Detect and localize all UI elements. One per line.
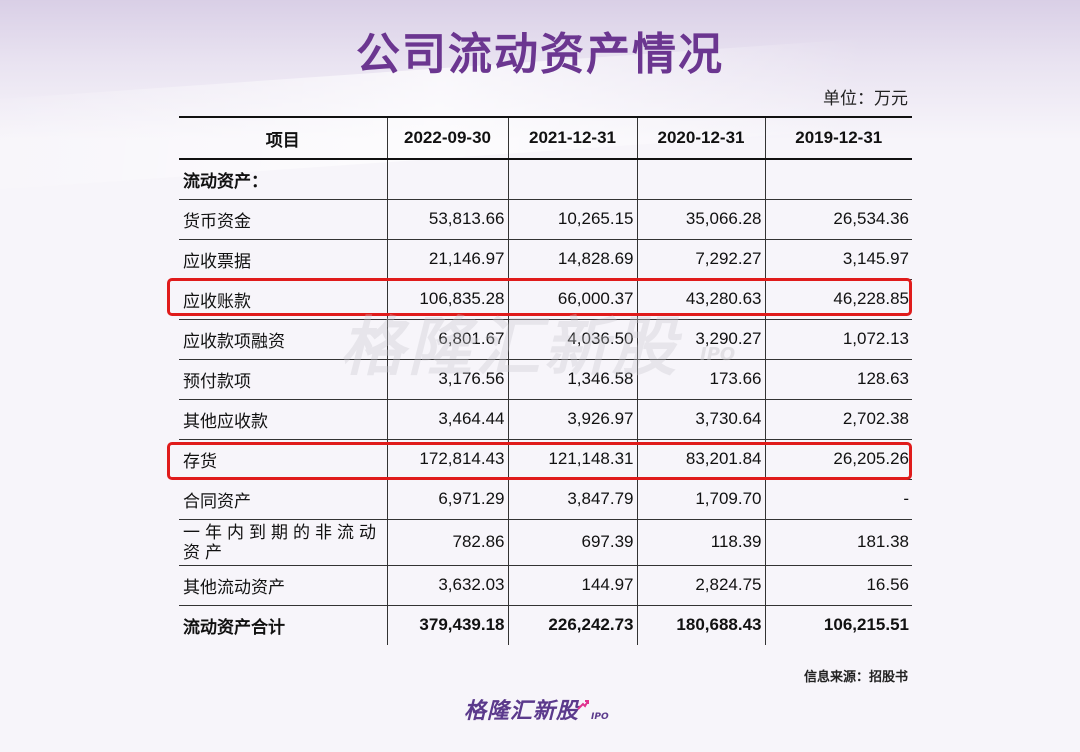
- cell-value: 26,205.26: [764, 439, 912, 480]
- table-header-row: 项目 2022-09-30 2021-12-31 2020-12-31 2019…: [179, 116, 912, 160]
- cell-value: 26,534.36: [764, 199, 912, 240]
- cell-value: 181.38: [764, 519, 912, 566]
- header-2020-12-31: 2020-12-31: [636, 116, 765, 160]
- cell-value: 180,688.43: [636, 605, 765, 645]
- logo-sub: IPO: [591, 712, 609, 722]
- cell-value: 3,632.03: [386, 565, 508, 606]
- table-row-noncurrent-due-within-year: 一年内到期的非流动资产 782.86 697.39 118.39 181.38: [179, 519, 912, 566]
- cell-value: 3,464.44: [386, 399, 508, 440]
- table-row-contract-assets: 合同资产 6,971.29 3,847.79 1,709.70 -: [179, 479, 912, 520]
- header-item: 项目: [179, 116, 387, 160]
- trend-arrow-icon: [577, 700, 590, 710]
- cell-value: 3,926.97: [507, 399, 637, 440]
- cell-value: 1,709.70: [636, 479, 765, 520]
- source-note: 信息来源：招股书: [803, 670, 908, 685]
- row-label: 流动资产合计: [183, 617, 285, 638]
- logo-text: 格隆汇新股: [464, 699, 580, 724]
- table-row-section-current-assets: 流动资产：: [179, 159, 912, 200]
- cell-value: 21,146.97: [386, 239, 508, 280]
- cell-value: 16.56: [764, 565, 912, 606]
- cell-value: 66,000.37: [507, 279, 637, 320]
- table-row-other-receivables: 其他应收款 3,464.44 3,926.97 3,730.64 2,702.3…: [179, 399, 912, 440]
- cell-value: [636, 159, 765, 200]
- cell-value: 121,148.31: [507, 439, 637, 480]
- page-title: 公司流动资产情况: [356, 29, 724, 80]
- cell-value: 697.39: [507, 519, 637, 566]
- row-label: 其他应收款: [179, 399, 387, 440]
- table-row-accounts-receivable: 应收账款 106,835.28 66,000.37 43,280.63 46,2…: [179, 279, 912, 320]
- cell-value: 379,439.18: [386, 605, 508, 645]
- row-label: 一年内到期的非流动资产: [179, 519, 387, 566]
- header-2022-09-30: 2022-09-30: [386, 116, 508, 160]
- cell-value: 3,176.56: [386, 359, 508, 400]
- row-label: 合同资产: [179, 479, 387, 520]
- cell-value: 46,228.85: [764, 279, 912, 320]
- cell-value: 10,265.15: [507, 199, 637, 240]
- cell-value: 226,242.73: [507, 605, 637, 645]
- current-assets-table: 项目 2022-09-30 2021-12-31 2020-12-31 2019…: [179, 116, 912, 645]
- cell-value: 3,145.97: [764, 239, 912, 280]
- table-row-prepayments: 预付款项 3,176.56 1,346.58 173.66 128.63: [179, 359, 912, 400]
- unit-label: 单位：万元: [823, 89, 908, 109]
- brand-logo: 格隆汇新股 IPO: [464, 693, 609, 725]
- cell-value: 172,814.43: [386, 439, 508, 480]
- cell-value: 7,292.27: [636, 239, 765, 280]
- cell-value: -: [764, 479, 912, 520]
- row-label: 流动资产：: [179, 159, 387, 200]
- highlight-box-accounts-receivable: [167, 278, 912, 316]
- cell-value: 43,280.63: [636, 279, 765, 320]
- cell-value: 3,847.79: [507, 479, 637, 520]
- table-row-notes-receivable: 应收票据 21,146.97 14,828.69 7,292.27 3,145.…: [179, 239, 912, 280]
- cell-value: [386, 159, 508, 200]
- header-2021-12-31: 2021-12-31: [507, 116, 637, 160]
- cell-value: 106,215.51: [764, 605, 912, 645]
- cell-value: 3,290.27: [636, 319, 765, 360]
- header-2019-12-31: 2019-12-31: [764, 116, 912, 160]
- cell-value: 35,066.28: [636, 199, 765, 240]
- table-row-receivables-financing: 应收款项融资 6,801.67 4,036.50 3,290.27 1,072.…: [179, 319, 912, 360]
- cell-value: 3,730.64: [636, 399, 765, 440]
- cell-value: 53,813.66: [386, 199, 508, 240]
- cell-value: 782.86: [386, 519, 508, 566]
- cell-value: 6,971.29: [386, 479, 508, 520]
- row-label: 其他流动资产: [179, 565, 387, 606]
- table-row-total-current-assets: 流动资产合计 379,439.18 226,242.73 180,688.43 …: [179, 605, 912, 645]
- cell-value: 106,835.28: [386, 279, 508, 320]
- cell-value: 1,346.58: [507, 359, 637, 400]
- row-label: 存货: [179, 439, 387, 480]
- highlight-box-inventory: [167, 442, 912, 480]
- row-label: 应收账款: [179, 279, 387, 320]
- row-label: 应收票据: [179, 239, 387, 280]
- cell-value: 6,801.67: [386, 319, 508, 360]
- cell-value: 1,072.13: [764, 319, 912, 360]
- cell-value: 144.97: [507, 565, 637, 606]
- row-label: 货币资金: [179, 199, 387, 240]
- cell-value: [507, 159, 637, 200]
- table-row-cash: 货币资金 53,813.66 10,265.15 35,066.28 26,53…: [179, 199, 912, 240]
- cell-value: 2,702.38: [764, 399, 912, 440]
- cell-value: 14,828.69: [507, 239, 637, 280]
- cell-value: 2,824.75: [636, 565, 765, 606]
- cell-value: [764, 159, 912, 200]
- watermark-sub: IPO: [700, 344, 736, 365]
- cell-value: 128.63: [764, 359, 912, 400]
- cell-value: 4,036.50: [507, 319, 637, 360]
- cell-value: 118.39: [636, 519, 765, 566]
- table-row-other-current-assets: 其他流动资产 3,632.03 144.97 2,824.75 16.56: [179, 565, 912, 606]
- cell-value: 173.66: [636, 359, 765, 400]
- row-label: 应收款项融资: [179, 319, 387, 360]
- row-label: 预付款项: [179, 359, 387, 400]
